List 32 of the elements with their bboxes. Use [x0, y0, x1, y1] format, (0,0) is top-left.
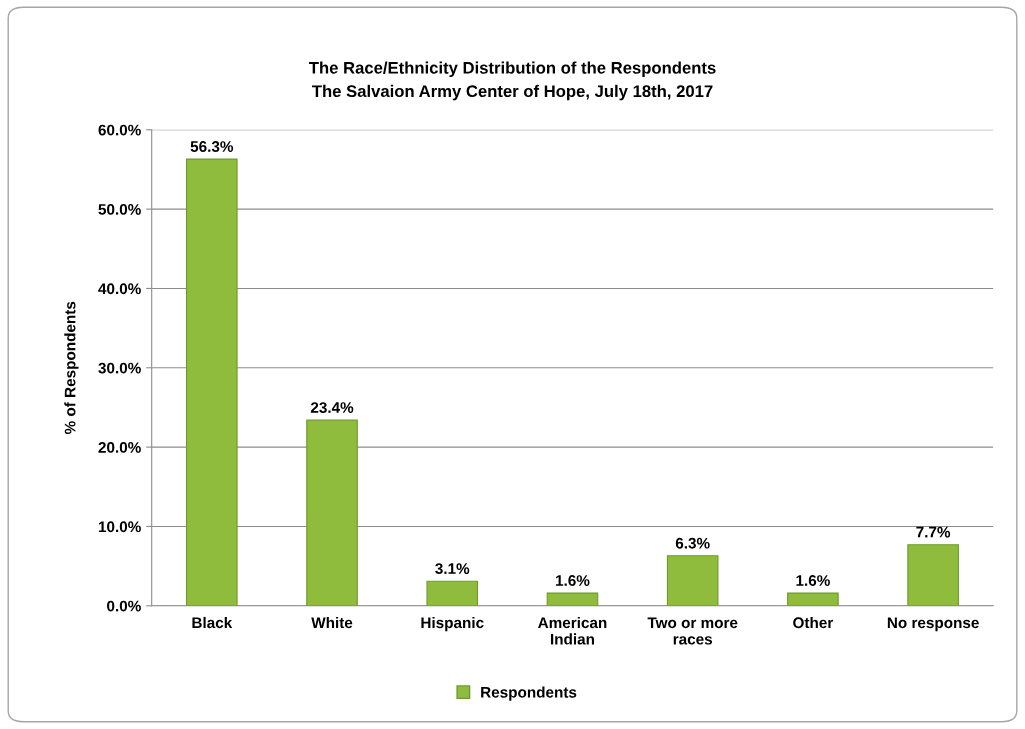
- y-tick-label: 0.0%: [107, 600, 141, 612]
- x-tick-label: American Indian: [538, 616, 607, 645]
- y-tick-label: 50.0%: [98, 203, 141, 215]
- bar: [787, 592, 839, 606]
- bar: [546, 592, 599, 606]
- y-tick-label: 60.0%: [98, 124, 141, 136]
- data-label: 23.4%: [310, 402, 354, 413]
- x-tick-label: White: [311, 616, 353, 629]
- y-tick-label: 10.0%: [98, 521, 141, 533]
- bar: [426, 580, 479, 606]
- legend-label: Respondents: [481, 686, 577, 701]
- bar: [666, 555, 719, 606]
- x-tick-label: Hispanic: [421, 616, 484, 632]
- data-label: 7.7%: [916, 526, 951, 538]
- x-tick-label: No response: [887, 617, 979, 632]
- x-tick-label: Black: [192, 616, 233, 629]
- data-label: 56.3%: [190, 141, 234, 152]
- bar: [907, 544, 959, 606]
- data-label: 3.1%: [435, 563, 470, 575]
- y-tick-label: 30.0%: [98, 362, 141, 374]
- y-tick-label: 20.0%: [98, 441, 141, 453]
- chart-title: The Race/Ethnicity Distribution of the Respondents: [308, 61, 716, 78]
- y-axis-title: % of Respondents: [64, 301, 79, 435]
- data-label: 1.6%: [556, 575, 590, 586]
- bar: [186, 158, 238, 606]
- x-tick-label: Two or more races: [647, 617, 738, 645]
- chart-subtitle: The Salvaion Army Center of Hope, July 18th, 2017: [312, 84, 713, 101]
- data-label: 6.3%: [675, 537, 710, 549]
- x-tick-label: Other: [793, 616, 834, 629]
- bar: [306, 419, 358, 606]
- data-label: 1.6%: [796, 575, 830, 586]
- y-tick-label: 40.0%: [98, 283, 141, 295]
